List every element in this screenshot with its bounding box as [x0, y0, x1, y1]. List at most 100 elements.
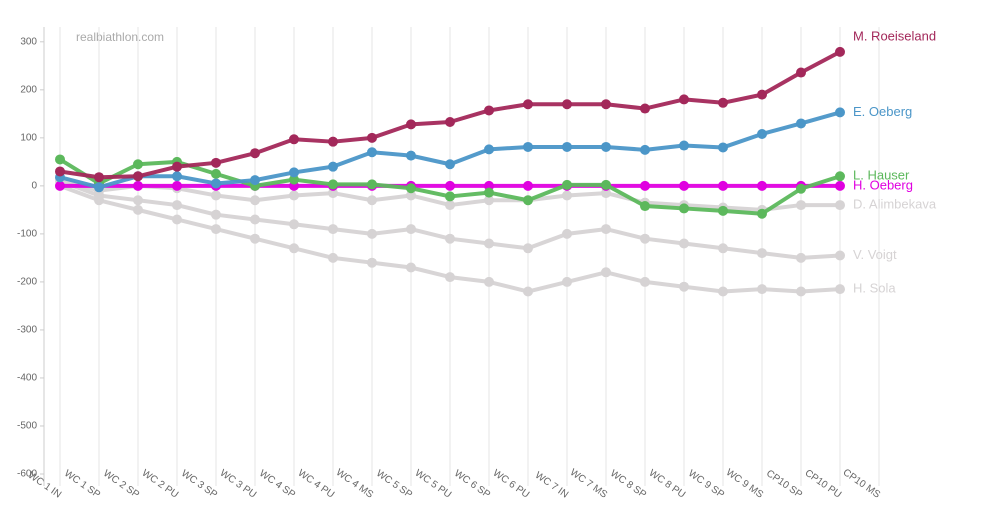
point	[796, 67, 806, 78]
point	[835, 200, 845, 211]
point	[289, 167, 299, 178]
point	[94, 182, 104, 193]
grid	[59, 27, 880, 486]
x-tick-label: CP10 PU	[803, 468, 843, 501]
point	[55, 154, 65, 165]
point	[445, 233, 455, 244]
point	[406, 183, 416, 194]
point	[289, 219, 299, 230]
point	[367, 132, 377, 143]
point	[55, 180, 65, 191]
point	[250, 148, 260, 159]
y-tick-label: -300	[17, 325, 37, 336]
point	[601, 188, 611, 199]
point	[640, 103, 650, 114]
series-label: E. Oeberg	[853, 104, 912, 119]
point	[172, 200, 182, 211]
point	[640, 276, 650, 287]
point	[679, 94, 689, 105]
point	[445, 116, 455, 127]
point	[484, 276, 494, 287]
x-tick-label: WC 2 PU	[140, 468, 180, 501]
x-tick-label: WC 5 PU	[413, 468, 453, 501]
point	[718, 142, 728, 153]
series-label: L. Hauser	[853, 168, 910, 183]
point	[172, 161, 182, 172]
point	[835, 180, 845, 191]
point	[679, 180, 689, 191]
x-tick-label: CP10 SP	[764, 468, 804, 501]
y-tick-label: -100	[17, 229, 37, 240]
point	[640, 144, 650, 155]
series-label: H. Sola	[853, 281, 896, 296]
point	[133, 204, 143, 215]
series	[55, 180, 845, 191]
point	[328, 136, 338, 147]
x-tick-label: WC 4 SP	[257, 468, 297, 501]
point	[523, 195, 533, 206]
point	[679, 140, 689, 151]
x-tick-label: WC 7 IN	[533, 470, 570, 501]
point	[328, 224, 338, 235]
point	[328, 188, 338, 199]
point	[484, 144, 494, 155]
point	[172, 171, 182, 182]
y-tick-label: -200	[17, 277, 37, 288]
point	[211, 157, 221, 168]
point	[367, 257, 377, 268]
point	[211, 209, 221, 220]
point	[211, 190, 221, 201]
point	[523, 286, 533, 297]
point	[250, 195, 260, 206]
point	[562, 228, 572, 239]
point	[679, 281, 689, 292]
series-label: V. Voigt	[853, 247, 897, 262]
point	[835, 107, 845, 118]
series-label: M. Roeiseland	[853, 28, 936, 43]
point	[445, 200, 455, 211]
point	[718, 286, 728, 297]
point	[601, 141, 611, 152]
point	[133, 195, 143, 206]
point	[562, 141, 572, 152]
point	[484, 105, 494, 116]
point	[445, 159, 455, 170]
point	[562, 179, 572, 190]
series-label: H. Oeberg	[853, 177, 913, 192]
point	[406, 190, 416, 201]
x-tick-label: WC 2 SP	[101, 468, 141, 501]
x-tick-label: WC 8 PU	[647, 468, 687, 501]
point	[289, 243, 299, 254]
point	[601, 224, 611, 235]
point	[250, 233, 260, 244]
point	[133, 171, 143, 182]
point	[796, 200, 806, 211]
point	[445, 180, 455, 191]
point	[406, 150, 416, 161]
point	[796, 286, 806, 297]
x-tick-label: WC 4 MS	[334, 467, 376, 501]
point	[367, 228, 377, 239]
point	[757, 248, 767, 259]
point	[796, 118, 806, 129]
point	[718, 205, 728, 216]
point	[562, 190, 572, 201]
point	[601, 179, 611, 190]
point	[679, 238, 689, 249]
point	[55, 166, 65, 177]
x-tick-label: WC 3 PU	[218, 468, 258, 501]
point	[640, 201, 650, 212]
point	[289, 190, 299, 201]
series-label: D. Alimbekava	[853, 197, 937, 212]
point	[328, 179, 338, 190]
point	[601, 267, 611, 278]
x-tick-label: WC 1 SP	[62, 468, 102, 501]
x-tick-label: WC 6 PU	[491, 468, 531, 501]
x-tick-label: WC 9 MS	[724, 467, 766, 501]
point	[445, 272, 455, 283]
point	[406, 262, 416, 273]
series	[55, 180, 845, 297]
point	[757, 89, 767, 100]
point	[718, 97, 728, 108]
